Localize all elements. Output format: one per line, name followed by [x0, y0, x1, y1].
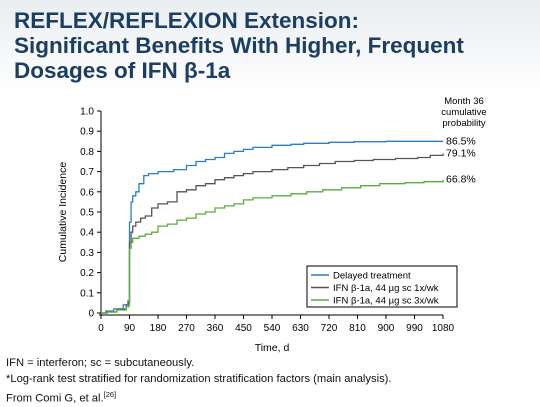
y-tick-label: 0.6 [80, 187, 94, 198]
x-tick-label: 720 [321, 323, 338, 334]
footnote-reference: [26] [103, 390, 117, 399]
y-tick-label: 0.3 [80, 248, 94, 259]
footnotes: IFN = interferon; sc = subcutaneously. *… [6, 356, 536, 407]
y-tick-label: 0.7 [80, 167, 94, 178]
legend-label-2: IFN β-1a, 44 µg sc 1x/wk [333, 283, 439, 294]
title-line-2: Significant Benefits With Higher, Freque… [14, 33, 464, 58]
y-tick-label: 0.1 [80, 288, 94, 299]
series-line-3 [101, 179, 444, 314]
y-axis-title: Cumulative Incidence [57, 162, 69, 263]
probability-header-line: Month 36 [444, 96, 484, 107]
legend-label-1: Delayed treatment [333, 271, 411, 282]
footnote-log-rank: *Log-rank test stratified for randomizat… [6, 372, 392, 385]
x-tick-label: 360 [207, 323, 224, 334]
y-tick-label: 0.2 [80, 268, 94, 279]
y-tick-label: 0.5 [80, 208, 94, 219]
y-tick-label: 0.8 [80, 147, 94, 158]
title-line-1: REFLEX/REFLEXION Extension: [14, 8, 360, 33]
end-label-1: 86.5% [446, 135, 476, 147]
x-tick-label: 810 [349, 323, 366, 334]
legend-box [306, 265, 458, 308]
footnote-abbreviations: IFN = interferon; sc = subcutaneously. [6, 357, 195, 369]
y-tick-label: 0.4 [80, 228, 94, 239]
end-label-2: 79.1% [446, 147, 476, 159]
y-tick-label: 0 [88, 309, 94, 320]
x-tick-label: 180 [150, 323, 167, 334]
x-tick-label: 990 [406, 323, 423, 334]
x-tick-label: 630 [292, 323, 309, 334]
probability-header-line: cumulative [441, 107, 486, 118]
x-tick-label: 0 [98, 323, 104, 334]
x-axis-title: Time, d [255, 342, 290, 354]
legend-label-3: IFN β-1a, 44 µg sc 3x/wk [333, 296, 439, 307]
y-tick-label: 1.0 [80, 107, 94, 118]
y-tick-label: 0.9 [80, 127, 94, 138]
footnote-source-text: From Comi G, et al. [6, 392, 104, 405]
x-tick-label: 270 [178, 323, 195, 334]
x-tick-label: 1080 [432, 323, 455, 334]
slide-title: REFLEX/REFLEXION Extension: Significant … [14, 8, 524, 83]
title-line-3: Dosages of IFN β-1a [14, 58, 231, 83]
x-tick-label: 900 [378, 323, 395, 334]
x-tick-label: 450 [235, 323, 252, 334]
x-tick-label: 90 [124, 323, 136, 334]
footnote-source: From Comi G, et al.[26] [6, 387, 536, 407]
end-label-3: 66.8% [446, 174, 476, 186]
x-tick-label: 540 [264, 323, 281, 334]
probability-header-line: probability [442, 118, 486, 129]
